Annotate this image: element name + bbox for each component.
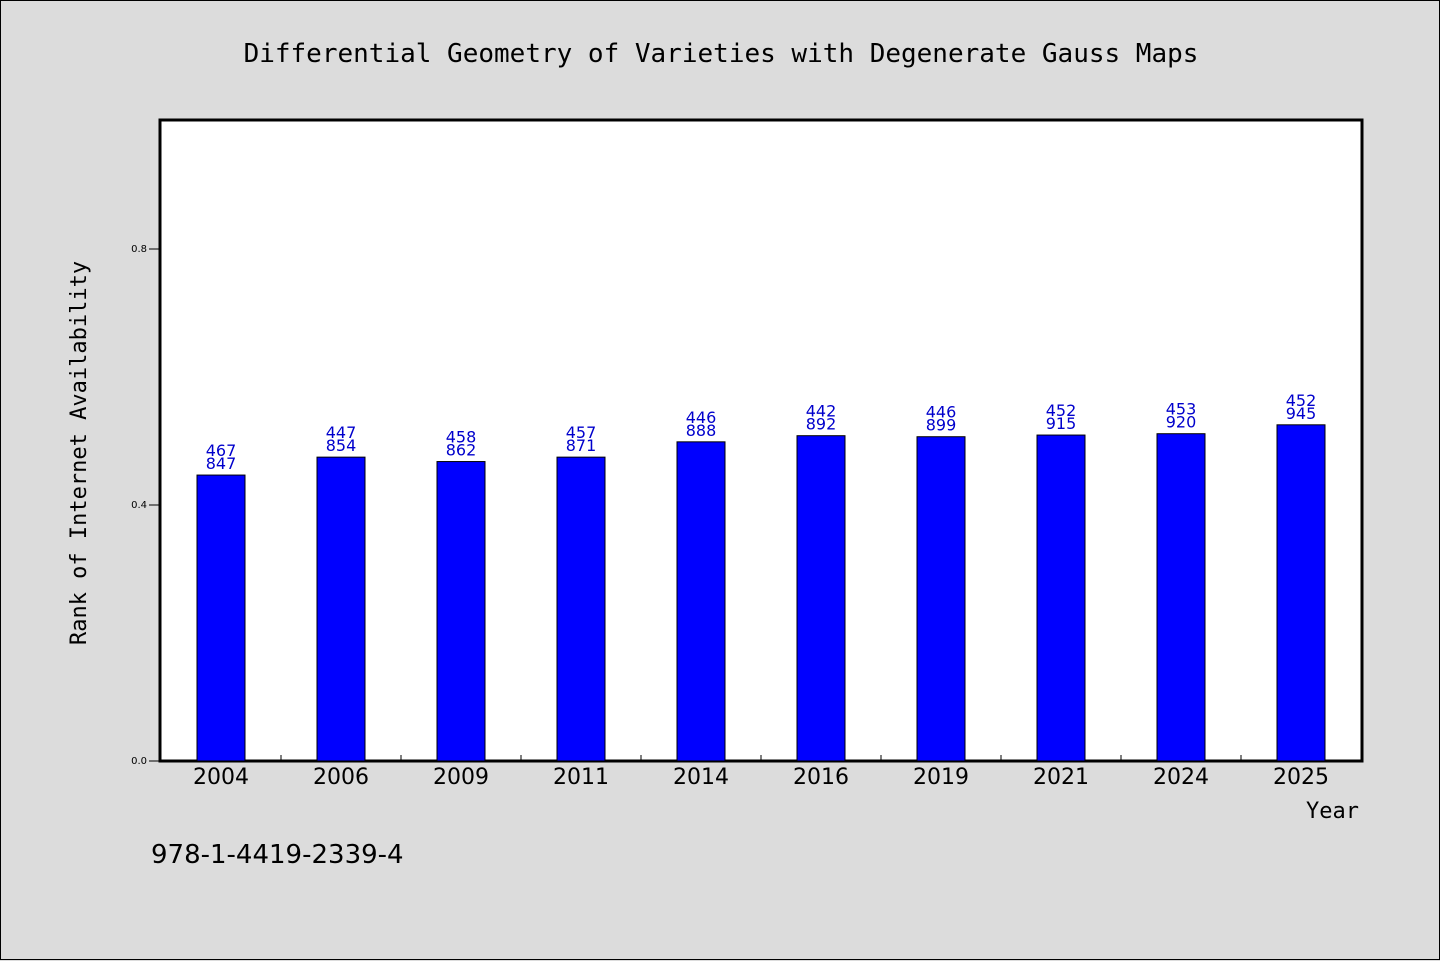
bar (316, 456, 366, 762)
bar (916, 436, 966, 762)
bar-value-label: 915 (1046, 414, 1077, 433)
bar-value-label: 446 (926, 403, 957, 422)
bar-value-label: 920 (1166, 413, 1197, 432)
bar-value-label: 446 (686, 408, 717, 427)
bar-value-label: 458 (446, 428, 477, 447)
bar-value-label: 467 (206, 441, 237, 460)
axis-ticks: 0.0 0.4 0.8 (131, 244, 1242, 767)
bar (1276, 424, 1326, 762)
x-axis-label: Year (1306, 799, 1359, 824)
bar-value-label: 899 (926, 416, 957, 435)
x-tick-label: 2019 (913, 765, 969, 790)
x-tick-label: 2004 (193, 765, 249, 790)
bars (196, 424, 1326, 762)
x-tick-labels: 2004 2006 2009 2011 2014 2016 2019 2021 2024 2025 (193, 765, 1329, 790)
isbn-annotation: 978-1-4419-2339-4 (151, 840, 404, 870)
x-tick-label: 2021 (1033, 765, 1089, 790)
bar-value-label: 442 (806, 402, 837, 421)
bar-value-label: 453 (1166, 400, 1197, 419)
bar-value-label: 452 (1046, 401, 1077, 420)
bar (436, 461, 486, 762)
y-axis-label: Rank of Internet Availability (67, 261, 92, 645)
bar-value-label: 892 (806, 415, 837, 434)
bar-value-label: 945 (1286, 404, 1317, 423)
y-tick-label: 0.0 (131, 756, 147, 767)
bar (1036, 434, 1086, 762)
bar (796, 435, 846, 762)
bar-value-label: 452 (1286, 391, 1317, 410)
chart-title: Differential Geometry of Varieties with … (244, 39, 1199, 69)
x-tick-label: 2024 (1153, 765, 1209, 790)
x-tick-label: 2016 (793, 765, 849, 790)
x-tick-label: 2011 (553, 765, 609, 790)
bar (676, 441, 726, 762)
bar-value-label: 457 (566, 423, 597, 442)
bar-value-label: 871 (566, 436, 597, 455)
bar-value-label: 854 (326, 436, 357, 455)
x-tick-label: 2006 (313, 765, 369, 790)
y-tick-label: 0.4 (131, 500, 147, 511)
bar (1156, 433, 1206, 762)
bar-value-label: 847 (206, 454, 237, 473)
y-tick-label: 0.8 (131, 244, 147, 255)
bar (196, 474, 246, 762)
x-tick-label: 2009 (433, 765, 489, 790)
x-tick-label: 2025 (1273, 765, 1329, 790)
x-tick-label: 2014 (673, 765, 729, 790)
bar-value-label: 862 (446, 441, 477, 460)
bar-value-label: 888 (686, 421, 717, 440)
bar-value-label: 447 (326, 423, 357, 442)
bar (556, 456, 606, 762)
